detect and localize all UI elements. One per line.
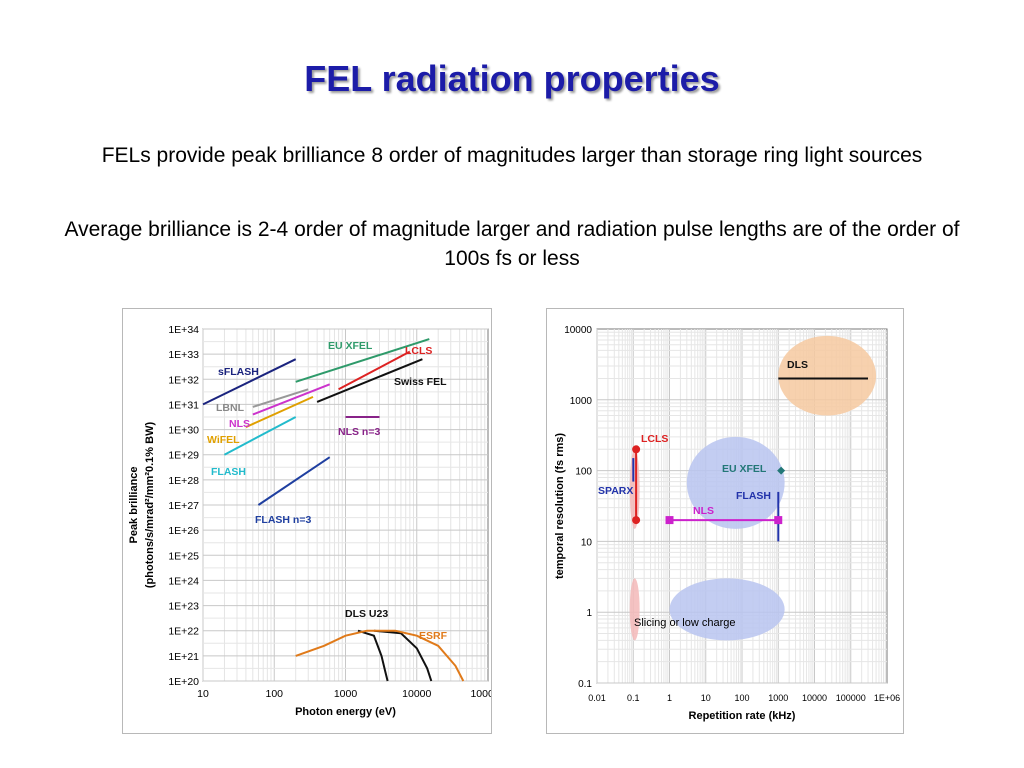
y-tick-label: 1E+34	[168, 324, 199, 336]
series-label-flash: FLASH	[736, 490, 771, 502]
series-label-esrf: ESRF	[419, 630, 448, 642]
y-tick-label: 1E+24	[168, 575, 199, 587]
x-tick-label: 1000	[334, 688, 358, 700]
series-label-dls-u23: DLS U23	[345, 608, 388, 620]
x-tick-label: 1000	[768, 693, 788, 703]
series-flash	[223, 416, 297, 456]
series-label-flash-n-3: FLASH n=3	[255, 514, 311, 526]
series-nls	[252, 383, 331, 416]
temporal-resolution-chart-panel: 0.1 1 10 100 1000 10000 0.01 0.1 1 10 100 1000 10000…	[546, 308, 904, 734]
series-swiss-fel	[316, 358, 423, 403]
y-tick-label: 1000	[570, 396, 593, 407]
y-axis-label: temporal resolution (fs rms)	[554, 433, 566, 579]
x-axis-label: Photon energy (eV)	[295, 706, 396, 718]
nls-point	[774, 516, 783, 525]
y-axis-label-line2: (photons/s/mrad²/mm²0.1% BW)	[144, 422, 156, 589]
x-tick-label: 0.01	[588, 693, 606, 703]
series-label-eu-xfel: EU XFEL	[722, 463, 767, 475]
series-sflash	[202, 358, 297, 406]
y-tick-label: 1E+33	[168, 349, 199, 361]
x-tick-label: 10000	[402, 688, 431, 700]
region-slicing-or-low-charge	[669, 578, 785, 641]
series-eu-xfel	[295, 338, 430, 383]
series-label-flash: FLASH	[211, 466, 246, 478]
y-tick-label: 0.1	[578, 679, 592, 690]
y-tick-label: 1E+26	[168, 525, 199, 537]
y-tick-label: 1E+31	[168, 399, 199, 411]
lcls-point	[632, 445, 641, 454]
region-sparx	[629, 449, 640, 529]
y-tick-label: 1E+22	[168, 626, 199, 638]
x-tick-label: 10000	[802, 693, 827, 703]
series-esrf	[295, 629, 465, 682]
y-tick-label: 10000	[564, 325, 592, 336]
series-label-eu-xfel: EU XFEL	[328, 340, 373, 352]
y-tick-label: 1E+28	[168, 475, 199, 487]
x-tick-label: 1	[667, 693, 672, 703]
y-tick-label: 1E+25	[168, 550, 199, 562]
y-tick-label: 1E+27	[168, 500, 199, 512]
series-label-lcls: LCLS	[405, 345, 432, 357]
series-flash-n-3	[257, 456, 331, 506]
x-tick-label: 10	[701, 693, 711, 703]
x-tick-label: 0.1	[627, 693, 640, 703]
y-tick-label: 1E+20	[168, 676, 199, 688]
series-label-dls: DLS	[787, 359, 808, 371]
temporal-resolution-chart: 0.1 1 10 100 1000 10000 0.01 0.1 1 10 100 1000 10000…	[554, 325, 900, 722]
series-label-sflash: sFLASH	[218, 366, 259, 378]
paragraph-average-brilliance: Average brilliance is 2-4 order of magni…	[64, 218, 960, 270]
y-tick-label: 1E+30	[168, 425, 199, 437]
series-wifel	[245, 395, 314, 429]
series-lcls	[338, 350, 411, 391]
series-dls-u23	[357, 629, 389, 682]
annotation-slicing-or-low-charge: Slicing or low charge	[634, 617, 736, 629]
series-eu-xfel	[777, 466, 786, 475]
slide-title: FEL radiation properties	[304, 58, 720, 99]
x-tick-label: 1E+06	[874, 693, 900, 703]
y-tick-label: 10	[581, 537, 593, 548]
x-tick-label: 100	[734, 693, 749, 703]
region-eu-xfel-flash-nls	[686, 436, 785, 529]
series-label-nls: NLS	[693, 505, 714, 517]
lcls-point	[632, 516, 641, 525]
series-label-wifel: WiFEL	[207, 434, 240, 446]
y-axis-label-line1: Peak brilliance	[128, 466, 140, 543]
y-tick-label: 100	[575, 467, 592, 478]
nls-point	[665, 516, 674, 525]
series-label-sparx: SPARX	[598, 485, 633, 497]
x-tick-label: 100000	[470, 688, 491, 700]
x-tick-label: 100	[265, 688, 283, 700]
y-tick-label: 1	[586, 608, 592, 619]
paragraph-peak-brilliance: FELs provide peak brilliance 8 order of …	[101, 144, 923, 167]
y-tick-label: 1E+23	[168, 601, 199, 613]
region-dls	[778, 335, 877, 416]
series-label-nls: NLS	[229, 418, 250, 430]
y-tick-label: 1E+32	[168, 374, 199, 386]
series-label-lbnl: LBNL	[216, 402, 245, 414]
y-tick-label: 1E+21	[168, 651, 199, 663]
x-axis-label: Repetition rate (kHz)	[689, 710, 796, 722]
brilliance-chart-panel: 1E+20 1E+21 1E+22 1E+23 1E+24 1E+25 1E+26 1E+27…	[122, 308, 506, 734]
y-tick-label: 1E+29	[168, 450, 199, 462]
series-label-nls-n-3: NLS n=3	[338, 426, 380, 438]
series-label-swiss-fel: Swiss FEL	[394, 376, 447, 388]
peak-brilliance-chart: 1E+20 1E+21 1E+22 1E+23 1E+24 1E+25 1E+26 1E+27…	[128, 324, 506, 718]
series-dls-u23	[373, 629, 433, 682]
x-tick-label: 10	[197, 688, 209, 700]
region-unnamed	[629, 578, 640, 641]
series-label-lcls: LCLS	[641, 433, 668, 445]
series-lbnl	[252, 388, 309, 408]
x-tick-label: 100000	[836, 693, 866, 703]
